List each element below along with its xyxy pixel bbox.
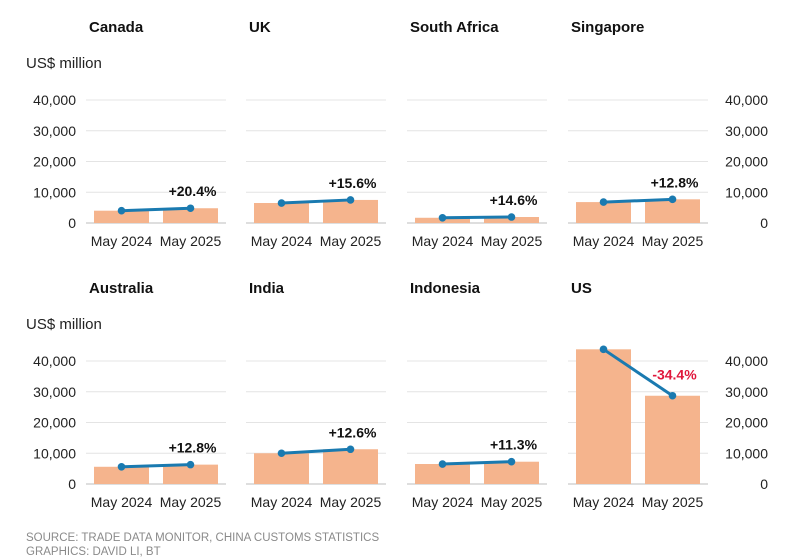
y-tick-right-r0-4: 40,000: [725, 92, 768, 108]
x-tick-indonesia-0: May 2024: [412, 494, 474, 510]
y-tick-right-r0-2: 20,000: [725, 154, 768, 170]
point-canada-1: [186, 204, 195, 213]
unit-label-top: US$ million: [26, 55, 102, 72]
unit-label-bottom: US$ million: [26, 316, 102, 333]
y-tick-right-r0-3: 30,000: [725, 123, 768, 139]
x-tick-canada-1: May 2025: [160, 233, 222, 249]
y-tick-right-r1-2: 20,000: [725, 415, 768, 431]
x-tick-uk-0: May 2024: [251, 233, 313, 249]
trend-line-indonesia: [441, 460, 513, 466]
bar-australia-may-2024: [94, 466, 149, 484]
point-singapore-0: [599, 198, 608, 206]
trend-line-canada: [120, 206, 192, 213]
bar-uk-may-2024: [254, 203, 309, 223]
y-tick-left-r0-3: 30,000: [33, 123, 76, 139]
point-indonesia-1: [507, 457, 516, 466]
point-australia-0: [117, 462, 126, 471]
x-tick-singapore-0: May 2024: [573, 233, 635, 249]
point-india-1: [346, 445, 355, 454]
point-canada-0: [117, 206, 126, 215]
change-label-india: +12.6%: [329, 424, 377, 440]
x-tick-south-africa-1: May 2025: [481, 233, 543, 249]
bar-us-may-2024: [576, 349, 631, 484]
bar-indonesia-may-2024: [415, 464, 470, 484]
y-tick-right-r1-1: 10,000: [725, 445, 768, 461]
point-south-africa-0: [438, 213, 447, 222]
panel-title-indonesia: Indonesia: [410, 280, 481, 297]
trend-line-south-africa: [441, 215, 513, 220]
x-tick-south-africa-0: May 2024: [412, 233, 474, 249]
trend-lines: [117, 195, 677, 471]
panel-title-singapore: Singapore: [571, 19, 644, 36]
panel-title-india: India: [249, 280, 285, 297]
trend-line-uk: [280, 198, 352, 205]
x-tick-india-0: May 2024: [251, 494, 313, 510]
x-tick-australia-0: May 2024: [91, 494, 153, 510]
bar-indonesia-may-2025: [484, 461, 539, 484]
bar-india-may-2025: [323, 449, 378, 484]
y-tick-right-r0-0: 0: [760, 215, 768, 231]
x-tick-us-1: May 2025: [642, 494, 704, 510]
x-tick-indonesia-1: May 2025: [481, 494, 543, 510]
bar-australia-may-2025: [163, 464, 218, 484]
point-india-0: [277, 449, 286, 458]
y-tick-left-r1-2: 20,000: [33, 415, 76, 431]
panel-title-south-africa: South Africa: [410, 19, 499, 36]
y-tick-left-r0-0: 0: [68, 215, 76, 231]
point-uk-1: [346, 196, 355, 204]
trend-line-singapore: [602, 197, 674, 204]
bar-singapore-may-2025: [645, 199, 700, 223]
change-label-indonesia: +11.3%: [490, 437, 538, 453]
trend-line-us: [602, 347, 674, 398]
x-tick-india-1: May 2025: [320, 494, 382, 510]
change-label-us: -34.4%: [652, 367, 697, 383]
x-tick-us-0: May 2024: [573, 494, 635, 510]
panel-title-canada: Canada: [89, 19, 144, 36]
bar-canada-may-2025: [163, 208, 218, 223]
bar-singapore-may-2024: [576, 202, 631, 223]
point-south-africa-1: [507, 213, 516, 221]
y-tick-left-r0-2: 20,000: [33, 154, 76, 170]
change-label-south-africa: +14.6%: [490, 192, 538, 208]
y-tick-left-r0-4: 40,000: [33, 92, 76, 108]
labels: 0 0 10,000 10,000 20,000 20,000 30,000 30,000 40…: [33, 19, 768, 510]
source-note: SOURCE: TRADE DATA MONITOR, CHINA CUSTOM…: [26, 532, 379, 544]
y-tick-right-r1-0: 0: [760, 476, 768, 492]
y-tick-left-r1-0: 0: [68, 476, 76, 492]
y-tick-right-r0-1: 10,000: [725, 184, 768, 200]
y-tick-left-r1-3: 30,000: [33, 384, 76, 400]
point-us-1: [668, 391, 677, 400]
bar-uk-may-2025: [323, 199, 378, 223]
x-tick-singapore-1: May 2025: [642, 233, 704, 249]
point-uk-0: [277, 199, 286, 207]
point-singapore-1: [668, 195, 677, 204]
bar-us-may-2025: [645, 395, 700, 484]
y-tick-left-r0-1: 10,000: [33, 184, 76, 200]
change-label-australia: +12.8%: [169, 440, 217, 456]
x-tick-uk-1: May 2025: [320, 233, 382, 249]
x-tick-canada-0: May 2024: [91, 233, 153, 249]
change-label-uk: +15.6%: [329, 175, 377, 191]
trend-line-india: [280, 447, 352, 455]
bar-india-may-2024: [254, 453, 309, 484]
panel-title-australia: Australia: [89, 280, 154, 297]
point-us-0: [599, 345, 608, 354]
change-label-canada: +20.4%: [169, 183, 217, 199]
change-label-singapore: +12.8%: [651, 174, 699, 190]
y-tick-left-r1-1: 10,000: [33, 445, 76, 461]
y-tick-left-r1-4: 40,000: [33, 353, 76, 369]
point-indonesia-0: [438, 460, 447, 468]
panel-title-us: US: [571, 280, 592, 297]
panel-title-uk: UK: [249, 19, 271, 36]
y-tick-right-r1-3: 30,000: [725, 384, 768, 400]
y-tick-right-r1-4: 40,000: [725, 353, 768, 369]
graphics-credit: GRAPHICS: DAVID LI, BT: [26, 546, 161, 558]
trend-line-australia: [120, 463, 192, 469]
bar-canada-may-2024: [94, 210, 149, 223]
point-australia-1: [186, 460, 195, 469]
x-tick-australia-1: May 2025: [160, 494, 222, 510]
